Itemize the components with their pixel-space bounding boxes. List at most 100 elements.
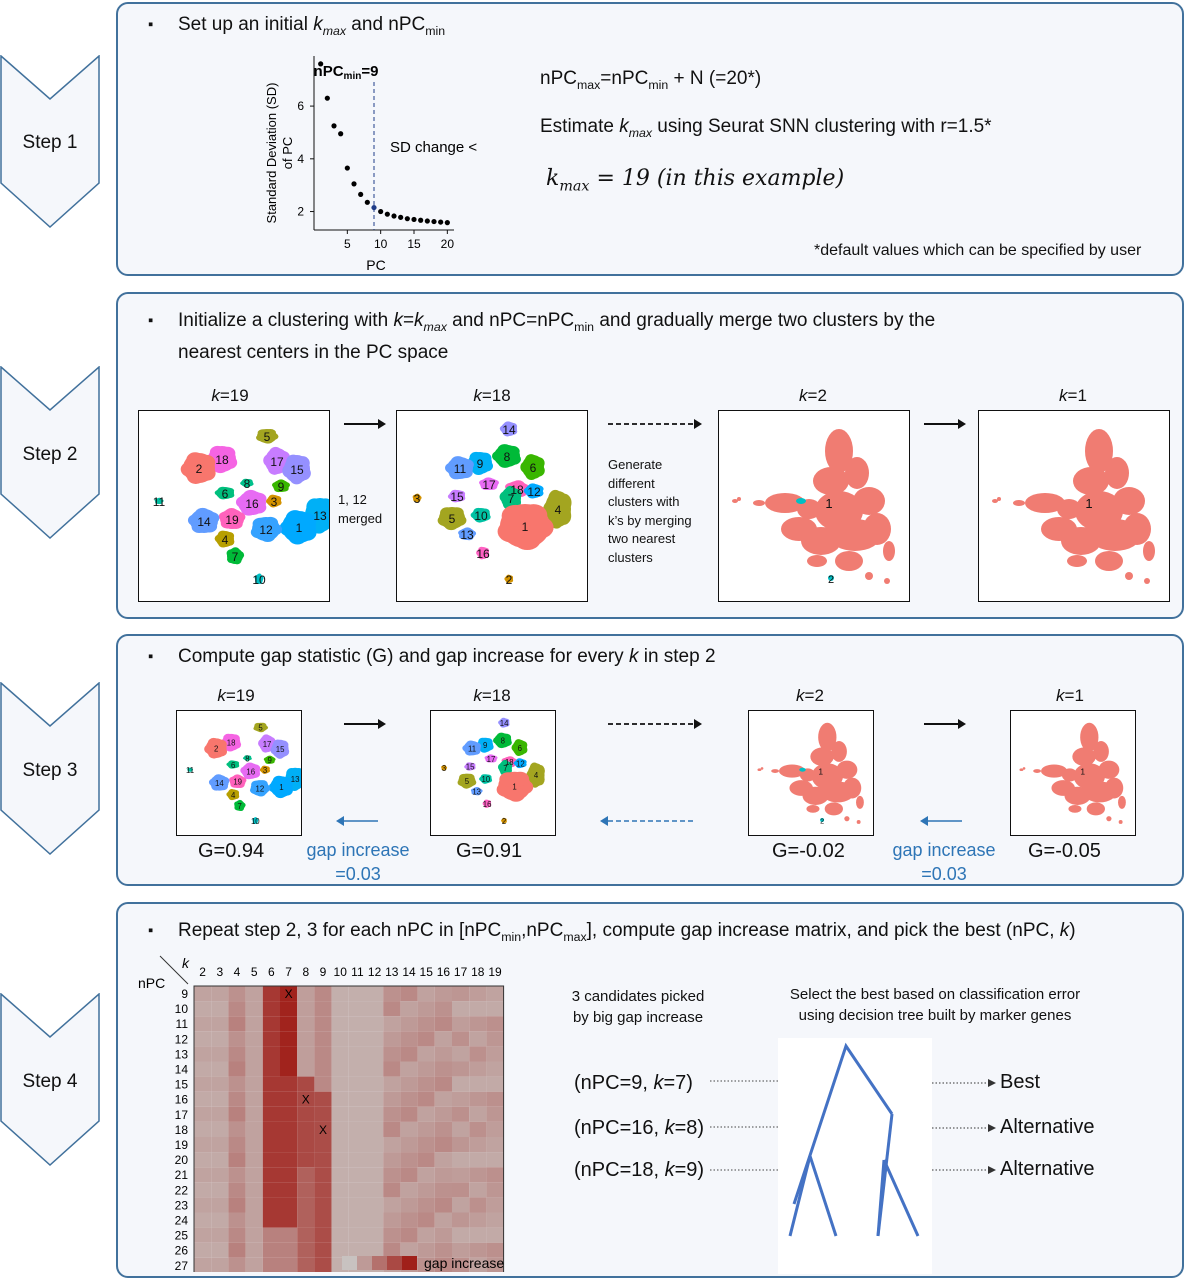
heatmap-cell <box>400 1167 418 1183</box>
cluster-label: 2 <box>196 462 203 476</box>
cluster-blob <box>444 766 448 769</box>
heatmap-cell <box>469 1061 487 1077</box>
col-label: 16 <box>437 965 451 979</box>
heatmap-cell <box>469 1121 487 1137</box>
cluster-label: 19 <box>233 778 242 787</box>
heatmap-cell <box>366 1031 384 1047</box>
heatmap-cell <box>314 1167 332 1183</box>
step-2-label: Step 2 <box>22 444 78 465</box>
step-3-heading: Compute gap statistic (G) and gap increa… <box>148 644 716 670</box>
heatmap-cell <box>280 1046 298 1062</box>
cluster-label: 2 <box>828 574 834 586</box>
heatmap-cell <box>228 1016 246 1032</box>
step-1-label: Step 1 <box>22 132 78 153</box>
heatmap-cell <box>228 1106 246 1122</box>
col-label: 11 <box>351 965 364 979</box>
heatmap-cell <box>211 1197 229 1213</box>
heatmap-cell <box>486 1076 504 1092</box>
cluster-blob <box>835 551 863 571</box>
alternative-arrow <box>932 1124 996 1132</box>
heatmap-cell <box>486 1227 504 1243</box>
cluster-blob <box>186 468 205 484</box>
cluster-label: 1 <box>818 766 823 776</box>
dashed-arrow <box>608 719 702 729</box>
heatmap-cell <box>194 1076 212 1092</box>
heatmap-cell <box>486 1137 504 1153</box>
heatmap-cell <box>211 1031 229 1047</box>
heatmap-cell <box>297 1152 315 1168</box>
sd-scree-plot: 2 4 6 5 10 15 20 PC Standard Deviation (SD) of PC… <box>264 56 478 273</box>
cluster-blob <box>842 777 862 799</box>
g-value-k2: G=-0.02 <box>772 840 845 862</box>
cluster-blob <box>1104 777 1124 799</box>
heatmap-cell <box>417 1227 435 1243</box>
best-arrow <box>932 1079 996 1087</box>
cluster-blob <box>218 511 233 522</box>
cluster-blob <box>1085 429 1113 473</box>
umap-small-k19: 5 18 2 17 15 9 8 6 3 16 13 1 12 19 14 4 7 10 11 <box>176 710 302 836</box>
heatmap-cell <box>366 1061 384 1077</box>
heatmap-cell <box>194 1091 212 1107</box>
heatmap-cell <box>297 1182 315 1198</box>
heatmap-cell <box>400 1001 418 1017</box>
heatmap-cell <box>211 1182 229 1198</box>
heatmap-cell <box>452 1182 470 1198</box>
heatmap-cell <box>314 1182 332 1198</box>
cluster-blob <box>519 741 528 749</box>
cluster-blob <box>484 755 491 760</box>
heatmap-cell <box>194 1227 212 1243</box>
cluster-label: 11 <box>153 495 166 509</box>
cluster-label: 10 <box>252 573 266 587</box>
heatmap-cell <box>486 1091 504 1107</box>
heatmap-cell <box>245 1137 263 1153</box>
heatmap-cell <box>228 1046 246 1062</box>
cluster-label: 14 <box>215 779 224 788</box>
cluster-label: 15 <box>276 745 285 754</box>
row-label: 27 <box>175 1259 189 1272</box>
row-label: 12 <box>175 1032 189 1046</box>
cluster-blob <box>856 819 861 824</box>
cluster-blob <box>297 513 317 530</box>
legend-label: gap increase <box>424 1255 504 1271</box>
data-point <box>411 216 417 223</box>
heatmap-cell <box>245 1076 263 1092</box>
heatmap-cell <box>366 1076 384 1092</box>
heatmap-cell <box>366 1016 384 1032</box>
heatmap-cell <box>434 1016 452 1032</box>
heatmap-cell <box>366 1091 384 1107</box>
cluster-blob <box>831 741 847 762</box>
row-label: 19 <box>175 1138 189 1152</box>
x-tick-label: 20 <box>441 237 455 251</box>
row-label: 17 <box>175 1108 189 1122</box>
cluster-blob <box>820 818 825 822</box>
cluster-blob <box>444 519 459 531</box>
heatmap-cell <box>211 1137 229 1153</box>
heatmap-cell <box>211 1076 229 1092</box>
heatmap-cell <box>486 1031 504 1047</box>
heatmap-cell <box>417 1106 435 1122</box>
step-1-heading: Set up an initial kmax and nPCmin <box>148 12 445 44</box>
heatmap-cell <box>452 1001 470 1017</box>
row-label: 24 <box>175 1214 189 1228</box>
cluster-label: 4 <box>222 533 229 547</box>
x-tick-label: 10 <box>374 237 388 251</box>
cluster-label: 9 <box>278 480 285 494</box>
step2-k18-title: k=18 <box>473 386 511 405</box>
data-point <box>424 218 430 224</box>
heatmap-cell <box>280 1152 298 1168</box>
cluster-blob <box>465 748 475 756</box>
cluster-blob <box>520 759 527 765</box>
cluster-blob <box>824 802 843 816</box>
cluster-blob <box>224 487 235 494</box>
cluster-label: 1 <box>1080 766 1085 776</box>
heatmap-cell <box>486 986 504 1002</box>
cluster-label: 13 <box>291 775 300 784</box>
col-label: 9 <box>320 965 327 979</box>
step3-k1-title: k=1 <box>1056 686 1084 705</box>
cluster-blob <box>737 497 741 501</box>
heatmap-cell <box>469 1137 487 1153</box>
heatmap-cell <box>400 1061 418 1077</box>
cluster-blob <box>466 766 472 771</box>
step-4-heading: Repeat step 2, 3 for each nPC in [nPCmin… <box>148 918 1076 950</box>
heatmap-cell <box>383 1212 401 1228</box>
